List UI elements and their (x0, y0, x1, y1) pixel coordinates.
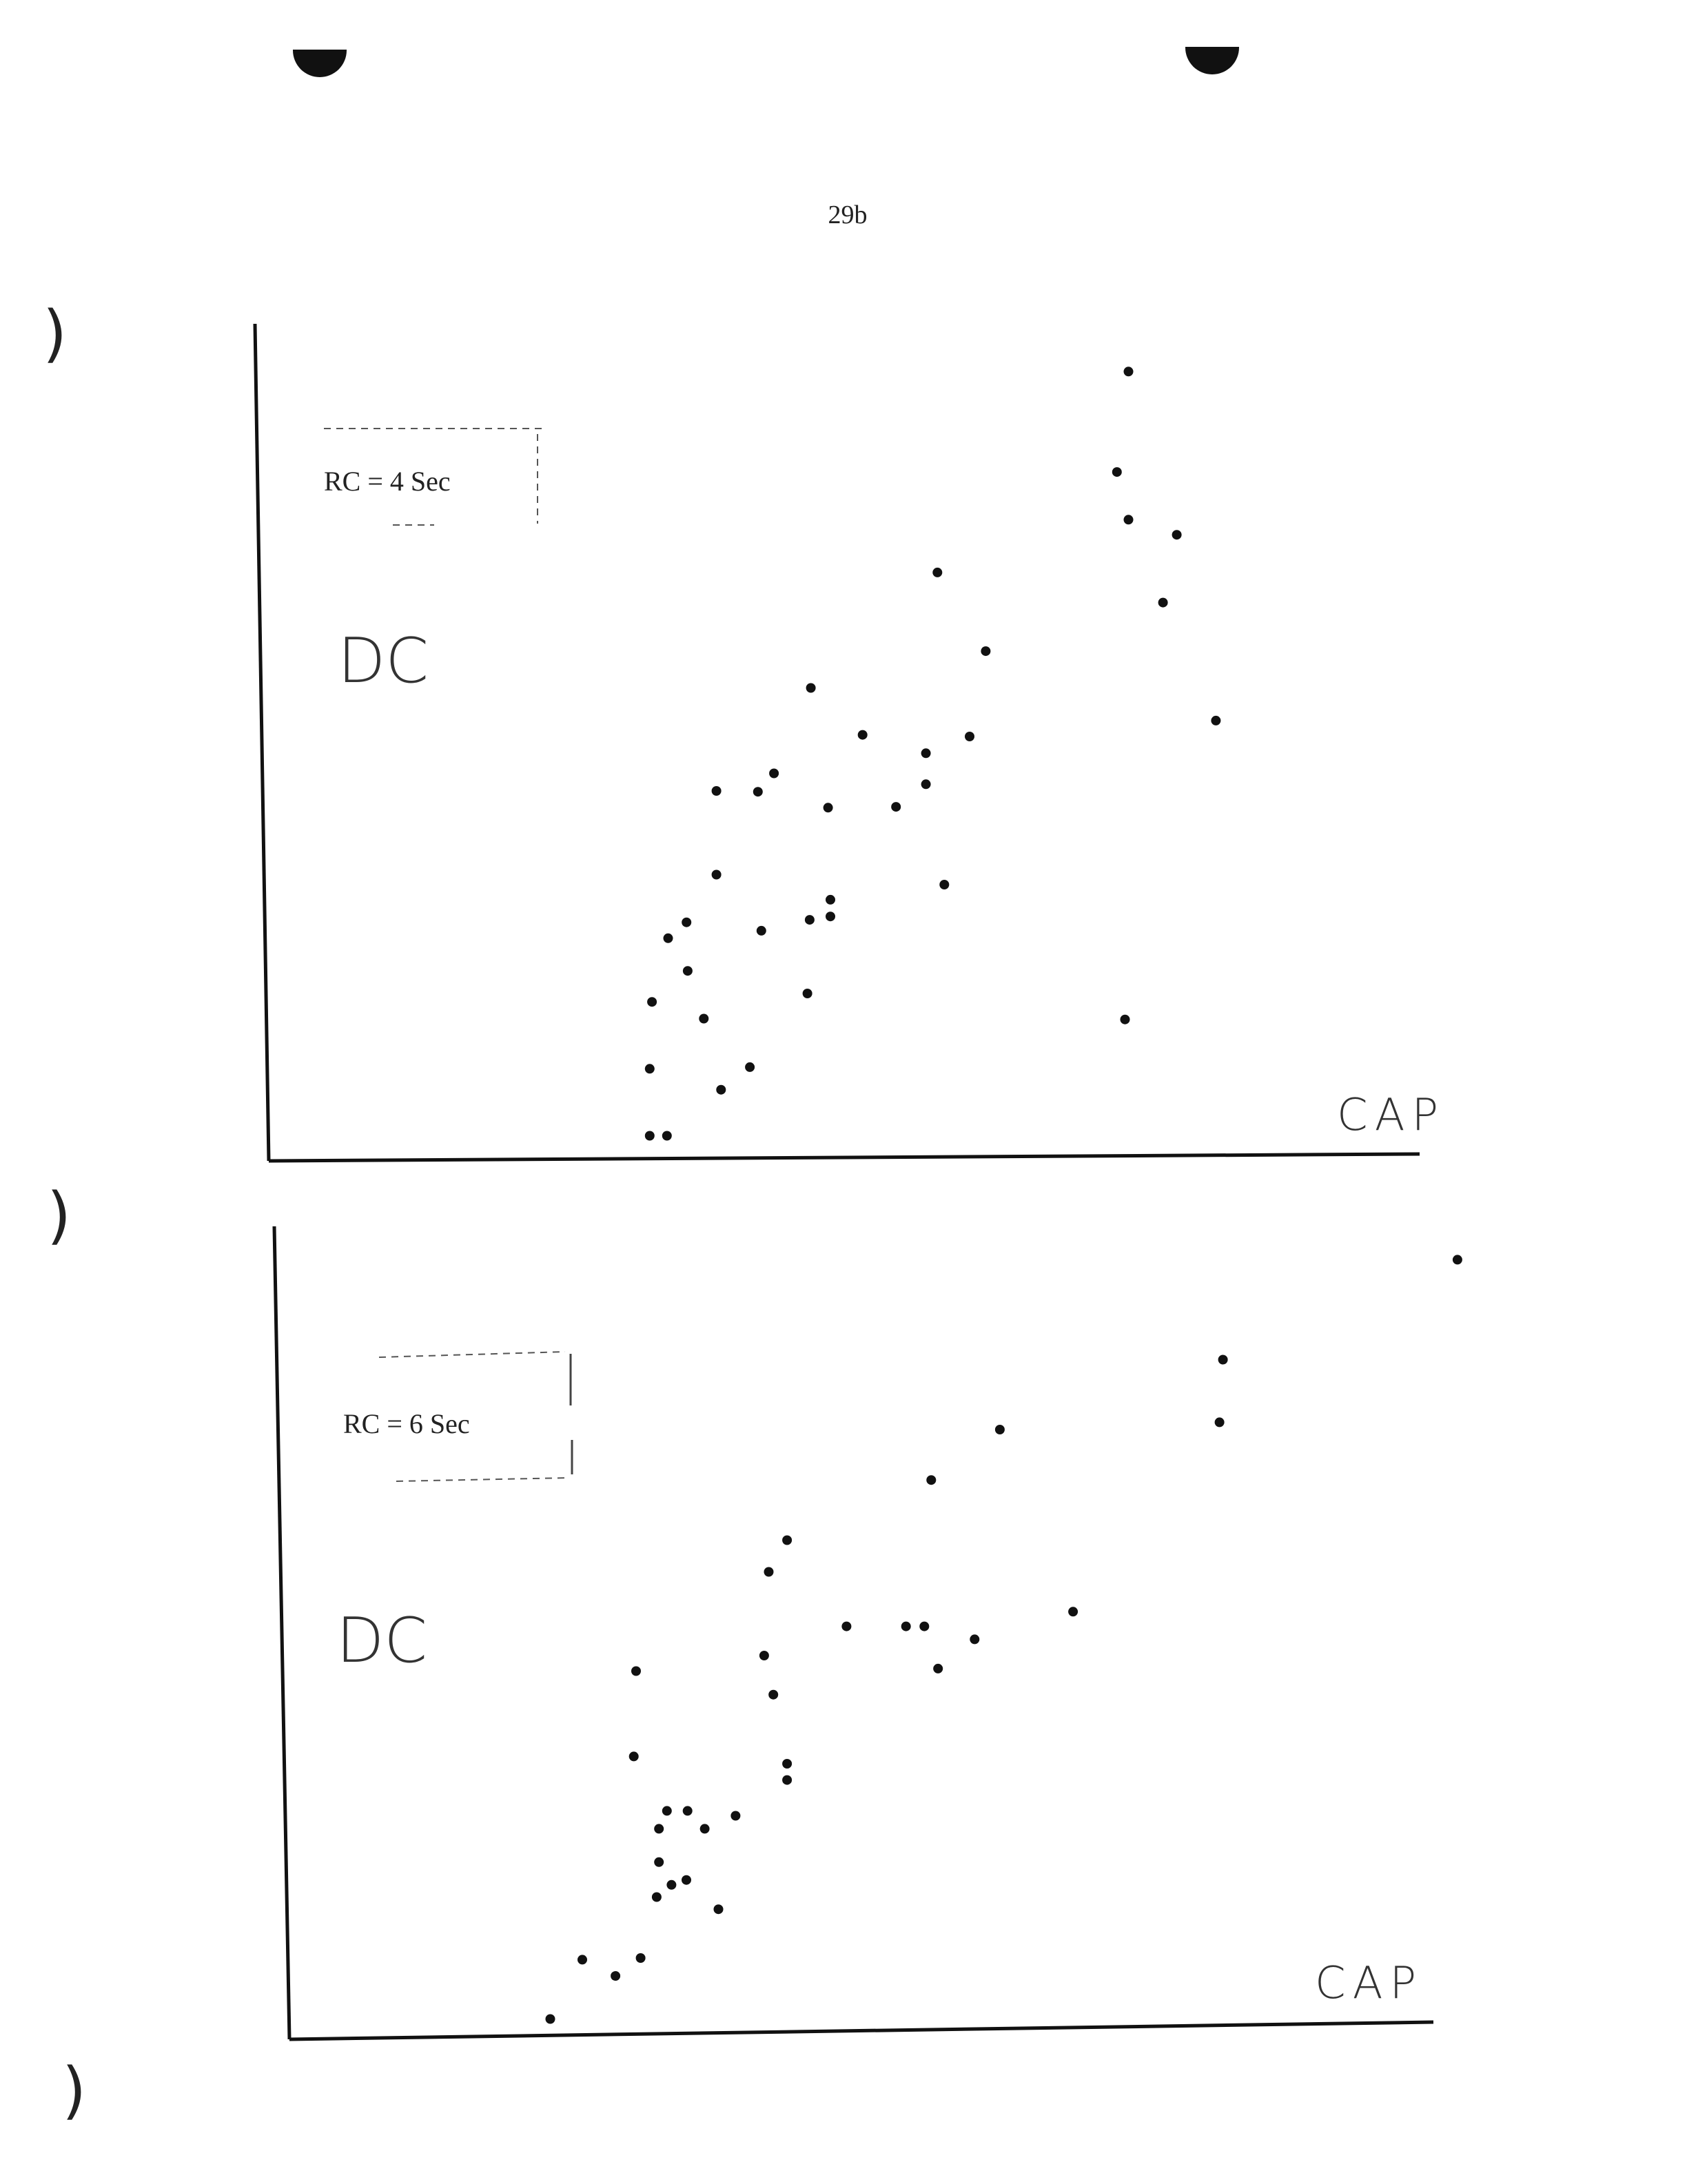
data-point-25 (921, 779, 931, 790)
data-point-7 (699, 1013, 709, 1024)
data-point-22 (782, 1759, 793, 1769)
legend-text: RC = 6 Sec (343, 1408, 470, 1439)
margin-mark: ) (43, 298, 68, 370)
data-point-23 (841, 1621, 852, 1631)
data-point-11 (711, 869, 722, 880)
legend-box: RC = 6 Sec (343, 1351, 573, 1482)
margin-mark: ) (62, 2054, 87, 2127)
data-point-28 (926, 1475, 937, 1485)
page-number: 29b (828, 200, 868, 229)
data-point-18 (753, 787, 763, 797)
data-point-31 (1214, 1417, 1225, 1428)
data-point-22 (857, 730, 868, 740)
data-point-9 (682, 1875, 691, 1885)
data-point-15 (826, 911, 835, 922)
y-axis-label: DC (336, 1605, 427, 1677)
data-point-13 (713, 1904, 724, 1915)
data-points (545, 1255, 1462, 2024)
data-point-8 (666, 1879, 677, 1890)
x-axis (268, 1152, 1420, 1163)
data-point-25 (919, 1621, 930, 1631)
data-point-21 (806, 683, 816, 693)
data-point-30 (1068, 1607, 1078, 1617)
data-point-23 (891, 802, 901, 812)
legend-text: RC = 4 Sec (324, 466, 451, 497)
data-point-33 (1123, 515, 1134, 525)
data-point-6 (647, 997, 657, 1007)
data-point-16 (826, 894, 835, 905)
data-point-36 (1211, 715, 1221, 725)
data-point-3 (611, 1971, 621, 1981)
x-axis (289, 2020, 1434, 2041)
data-point-24 (901, 1621, 911, 1631)
data-point-19 (769, 768, 779, 779)
data-point-4 (716, 1084, 726, 1095)
data-point-32 (1218, 1354, 1228, 1365)
data-point-28 (981, 646, 991, 657)
data-point-34 (1172, 530, 1182, 540)
data-point-15 (628, 1751, 639, 1762)
data-point-35 (1158, 597, 1168, 608)
data-point-17 (759, 1651, 769, 1660)
data-point-1 (545, 2014, 555, 2024)
data-point-27 (965, 732, 974, 741)
data-points (644, 367, 1221, 1141)
data-point-20 (823, 803, 833, 813)
data-point-30 (1120, 1014, 1130, 1024)
data-point-13 (802, 989, 812, 998)
data-point-31 (1123, 367, 1134, 377)
data-point-10 (662, 1806, 672, 1816)
data-point-1 (644, 1131, 655, 1141)
data-point-19 (764, 1567, 774, 1577)
scatter-chart-rc-4: RC = 4 Sec DC CAP (253, 323, 1438, 1163)
data-point-17 (711, 786, 722, 796)
data-point-33 (1452, 1255, 1462, 1265)
data-point-4 (635, 1953, 646, 1963)
data-point-26 (933, 1663, 943, 1673)
y-axis (272, 1226, 292, 2040)
data-point-2 (577, 1955, 587, 1965)
x-axis-label: CAP (1315, 1958, 1423, 2009)
data-point-12 (699, 1824, 710, 1834)
data-point-9 (663, 933, 673, 943)
data-point-29 (932, 567, 943, 577)
data-point-5 (745, 1062, 755, 1072)
y-axis (253, 323, 271, 1162)
data-point-10 (682, 917, 692, 927)
data-point-26 (939, 880, 950, 889)
margin-mark: ) (47, 1179, 72, 1252)
data-point-14 (804, 915, 815, 925)
data-point-18 (768, 1689, 779, 1700)
data-point-21 (782, 1775, 793, 1785)
data-point-27 (970, 1634, 980, 1645)
data-point-11 (682, 1806, 693, 1816)
data-point-5 (651, 1892, 662, 1902)
y-axis-label: DC (338, 625, 429, 697)
data-point-8 (682, 966, 693, 976)
data-point-6 (654, 1857, 664, 1867)
data-point-2 (662, 1131, 672, 1141)
x-axis-label: CAP (1337, 1090, 1445, 1141)
data-point-14 (730, 1811, 741, 1821)
data-point-3 (644, 1064, 655, 1074)
data-point-16 (631, 1666, 641, 1676)
legend-box: RC = 4 Sec (324, 428, 544, 526)
data-point-20 (782, 1535, 793, 1545)
data-point-12 (756, 925, 766, 936)
data-point-29 (994, 1425, 1005, 1434)
data-point-7 (654, 1824, 664, 1834)
data-point-24 (921, 748, 931, 759)
data-point-32 (1112, 467, 1122, 477)
